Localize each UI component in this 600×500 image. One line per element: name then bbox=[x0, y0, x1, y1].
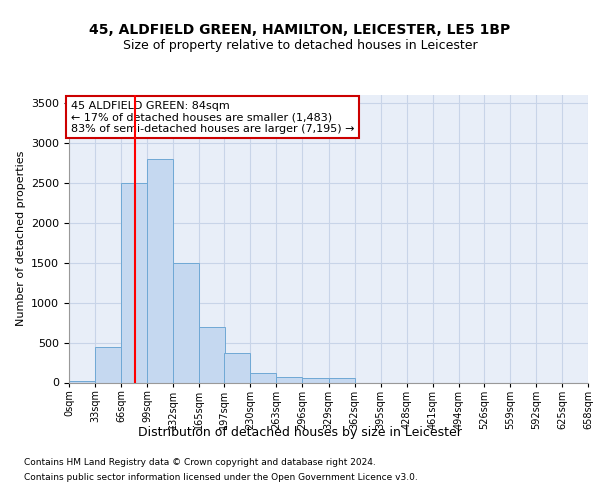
Bar bbox=[173, 262, 199, 382]
Bar bbox=[121, 183, 147, 382]
Bar bbox=[147, 159, 173, 382]
Text: 45, ALDFIELD GREEN, HAMILTON, LEICESTER, LE5 1BP: 45, ALDFIELD GREEN, HAMILTON, LEICESTER,… bbox=[89, 22, 511, 36]
Text: Contains HM Land Registry data © Crown copyright and database right 2024.: Contains HM Land Registry data © Crown c… bbox=[24, 458, 376, 467]
Y-axis label: Number of detached properties: Number of detached properties bbox=[16, 151, 26, 326]
Bar bbox=[250, 373, 277, 382]
Bar bbox=[224, 353, 250, 382]
Bar bbox=[69, 381, 95, 382]
Bar bbox=[95, 346, 121, 382]
Bar bbox=[302, 378, 329, 382]
Text: Contains public sector information licensed under the Open Government Licence v3: Contains public sector information licen… bbox=[24, 473, 418, 482]
Text: Size of property relative to detached houses in Leicester: Size of property relative to detached ho… bbox=[122, 39, 478, 52]
Bar bbox=[277, 377, 302, 382]
Bar bbox=[329, 378, 355, 382]
Text: Distribution of detached houses by size in Leicester: Distribution of detached houses by size … bbox=[138, 426, 462, 439]
Bar bbox=[199, 326, 225, 382]
Text: 45 ALDFIELD GREEN: 84sqm
← 17% of detached houses are smaller (1,483)
83% of sem: 45 ALDFIELD GREEN: 84sqm ← 17% of detach… bbox=[71, 100, 354, 134]
